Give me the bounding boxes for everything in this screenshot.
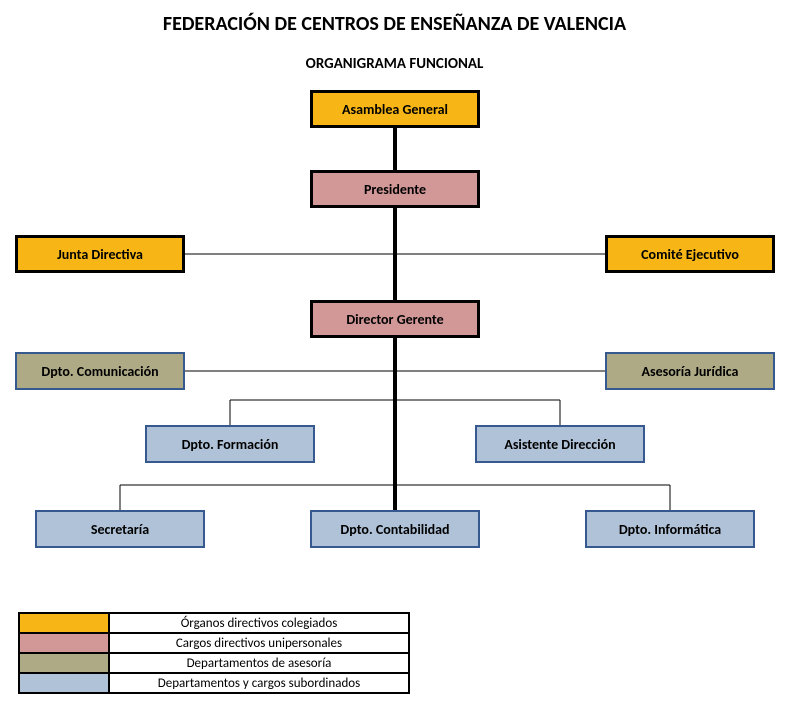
node-asistente: Asistente Dirección <box>475 425 645 463</box>
node-director: Director Gerente <box>310 300 480 338</box>
page-title: FEDERACIÓN DE CENTROS DE ENSEÑANZA DE VA… <box>0 12 789 36</box>
legend-row: Departamentos y cargos subordinados <box>19 673 409 693</box>
legend-label: Departamentos y cargos subordinados <box>109 673 409 693</box>
legend-swatch <box>19 673 109 693</box>
node-comunicacion: Dpto. Comunicación <box>15 352 185 390</box>
legend-swatch <box>19 653 109 673</box>
node-informatica: Dpto. Informática <box>585 510 755 548</box>
node-asamblea: Asamblea General <box>310 90 480 128</box>
node-junta: Junta Directiva <box>15 235 185 273</box>
legend-row: Cargos directivos unipersonales <box>19 633 409 653</box>
legend-row: Departamentos de asesoría <box>19 653 409 673</box>
legend-row: Órganos directivos colegiados <box>19 613 409 633</box>
node-formacion: Dpto. Formación <box>145 425 315 463</box>
legend-label: Cargos directivos unipersonales <box>109 633 409 653</box>
node-contabilidad: Dpto. Contabilidad <box>310 510 480 548</box>
node-secretaria: Secretaría <box>35 510 205 548</box>
page-subtitle: ORGANIGRAMA FUNCIONAL <box>0 55 789 73</box>
legend-swatch <box>19 633 109 653</box>
legend-label: Departamentos de asesoría <box>109 653 409 673</box>
node-presidente: Presidente <box>310 170 480 208</box>
node-comite: Comité Ejecutivo <box>605 235 775 273</box>
legend-label: Órganos directivos colegiados <box>109 613 409 633</box>
node-juridica: Asesoría Jurídica <box>605 352 775 390</box>
legend-swatch <box>19 613 109 633</box>
legend: Órganos directivos colegiadosCargos dire… <box>18 612 410 694</box>
